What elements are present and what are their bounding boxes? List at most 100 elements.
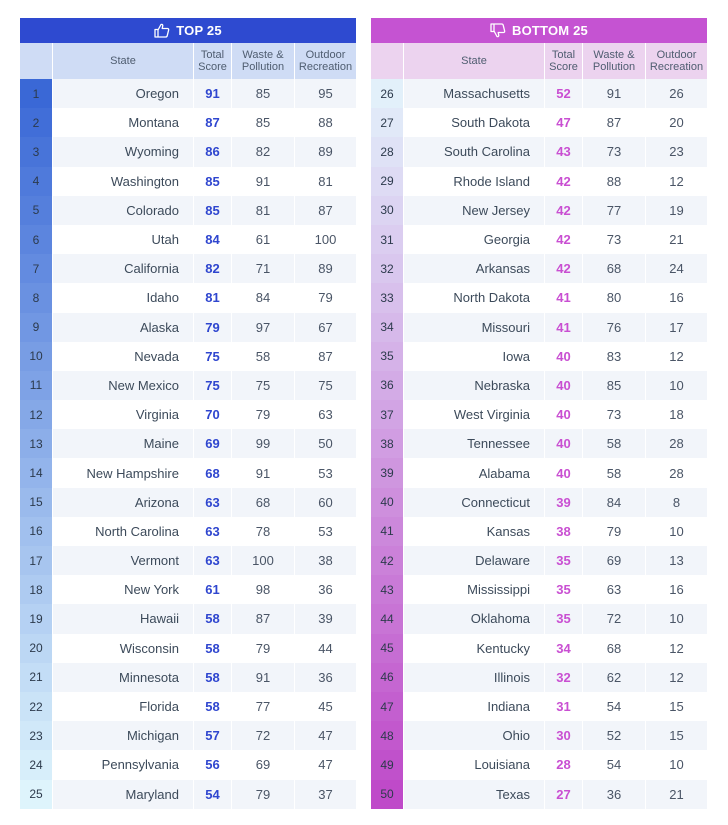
total-score-cell: 85 [193,166,231,196]
rank-cell: 45 [371,633,403,663]
top-25-title: TOP 25 [176,23,222,38]
total-score-cell: 85 [193,195,231,225]
total-score-cell: 82 [193,254,231,284]
total-score-cell: 40 [544,370,582,401]
rank-cell: 8 [20,283,52,313]
outdoor-recreation-cell: 87 [294,195,356,225]
state-cell: Oklahoma [403,604,544,634]
rank-cell: 2 [20,108,52,138]
rank-cell: 43 [371,575,403,605]
table-row: 40 Connecticut 39 84 8 [371,487,707,517]
outdoor-recreation-cell: 39 [294,604,356,634]
total-score-cell: 40 [544,458,582,488]
outdoor-recreation-cell: 47 [294,750,356,780]
outdoor-recreation-cell: 16 [645,575,707,605]
table-row: 7 California 82 71 89 [20,254,356,284]
rank-cell: 6 [20,224,52,255]
total-score-cell: 41 [544,312,582,342]
state-cell: Iowa [403,341,544,371]
outdoor-recreation-cell: 60 [294,487,356,517]
total-score-cell: 35 [544,546,582,576]
state-header: State [52,43,193,79]
state-cell: Georgia [403,224,544,255]
rank-cell: 37 [371,400,403,430]
outdoor-recreation-cell: 81 [294,166,356,196]
total-score-cell: 32 [544,662,582,692]
total-score-header: Total Score [193,43,231,79]
waste-pollution-cell: 77 [582,195,645,225]
rank-cell: 40 [371,487,403,517]
rank-cell: 36 [371,370,403,401]
outdoor-recreation-cell: 26 [645,79,707,109]
waste-pollution-cell: 68 [582,254,645,284]
outdoor-recreation-cell: 53 [294,516,356,546]
rank-cell: 38 [371,429,403,459]
outdoor-recreation-cell: 89 [294,137,356,167]
table-row: 20 Wisconsin 58 79 44 [20,633,356,663]
waste-pollution-cell: 68 [582,633,645,663]
waste-pollution-cell: 79 [231,633,294,663]
total-score-cell: 54 [193,779,231,809]
rank-cell: 17 [20,546,52,576]
waste-pollution-cell: 52 [582,721,645,751]
outdoor-recreation-cell: 12 [645,633,707,663]
outdoor-recreation-header: Outdoor Recreation [645,43,707,79]
table-row: 30 New Jersey 42 77 19 [371,195,707,225]
waste-pollution-cell: 87 [231,604,294,634]
table-row: 24 Pennsylvania 56 69 47 [20,750,356,780]
table-row: 36 Nebraska 40 85 10 [371,370,707,401]
state-cell: Wisconsin [52,633,193,663]
rank-cell: 7 [20,254,52,284]
rank-cell: 32 [371,254,403,284]
waste-pollution-cell: 78 [231,516,294,546]
total-score-cell: 58 [193,633,231,663]
outdoor-recreation-cell: 67 [294,312,356,342]
table-row: 18 New York 61 98 36 [20,575,356,605]
rank-cell: 44 [371,604,403,634]
outdoor-recreation-cell: 45 [294,691,356,722]
waste-pollution-cell: 69 [582,546,645,576]
table-row: 43 Mississippi 35 63 16 [371,575,707,605]
rank-cell: 47 [371,691,403,722]
table-row: 2 Montana 87 85 88 [20,108,356,138]
total-score-cell: 40 [544,429,582,459]
waste-pollution-cell: 72 [582,604,645,634]
table-row: 22 Florida 58 77 45 [20,691,356,722]
outdoor-recreation-cell: 47 [294,721,356,751]
outdoor-recreation-cell: 79 [294,283,356,313]
outdoor-recreation-cell: 10 [645,750,707,780]
table-row: 31 Georgia 42 73 21 [371,224,707,255]
waste-pollution-cell: 63 [582,575,645,605]
state-cell: Indiana [403,691,544,722]
table-row: 19 Hawaii 58 87 39 [20,604,356,634]
rank-cell: 19 [20,604,52,634]
waste-pollution-cell: 80 [582,283,645,313]
table-row: 9 Alaska 79 97 67 [20,312,356,342]
outdoor-recreation-cell: 10 [645,370,707,401]
total-score-cell: 38 [544,516,582,546]
top-25-title-bar: TOP 25 [20,18,356,43]
state-cell: Missouri [403,312,544,342]
state-cell: Oregon [52,79,193,109]
rank-cell: 31 [371,224,403,255]
outdoor-recreation-cell: 38 [294,546,356,576]
waste-pollution-cell: 72 [231,721,294,751]
outdoor-recreation-cell: 53 [294,458,356,488]
rank-cell: 30 [371,195,403,225]
rank-cell: 11 [20,370,52,401]
total-score-cell: 91 [193,79,231,109]
waste-pollution-cell: 84 [582,487,645,517]
waste-pollution-cell: 91 [231,166,294,196]
outdoor-recreation-cell: 19 [645,195,707,225]
total-score-cell: 69 [193,429,231,459]
thumbs-up-icon [154,23,170,38]
rank-cell: 4 [20,166,52,196]
outdoor-recreation-cell: 28 [645,458,707,488]
state-cell: Illinois [403,662,544,692]
table-row: 41 Kansas 38 79 10 [371,516,707,546]
outdoor-recreation-cell: 23 [645,137,707,167]
table-row: 42 Delaware 35 69 13 [371,546,707,576]
outdoor-recreation-cell: 63 [294,400,356,430]
state-cell: Michigan [52,721,193,751]
outdoor-recreation-cell: 87 [294,341,356,371]
